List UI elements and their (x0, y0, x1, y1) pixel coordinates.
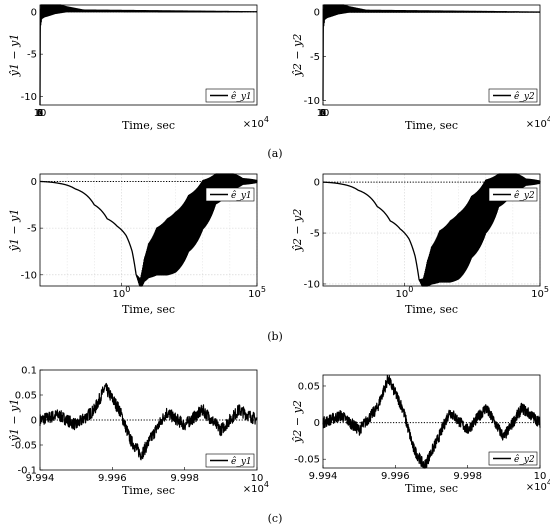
x-tick-label: 6 (320, 108, 326, 119)
x-tick-label: 105 (248, 285, 266, 300)
x-tick-label: 6 (37, 108, 43, 119)
y-tick-label: 0 (314, 418, 320, 429)
legend-box (488, 451, 538, 466)
y-axis-label: ŷ1 − y1 (8, 209, 21, 253)
x-tick-label: 9.998 (453, 471, 482, 482)
y-axis-label: ŷ1 − y1 (8, 34, 21, 78)
series-line (322, 374, 541, 469)
y-tick-label: -10 (304, 279, 320, 290)
y-tick-label: 0.05 (298, 381, 320, 392)
series-line (322, 4, 541, 101)
x-tick-label: 4 (37, 108, 43, 119)
x-tick-label: 9.994 (26, 473, 55, 484)
x-axis-label: Time, sec (405, 119, 458, 132)
legend-label: ê_y2 (514, 91, 535, 102)
y-axis-label: ŷ2 − y2 (291, 34, 304, 78)
legend-box (205, 453, 255, 468)
panel-c-left: 9.994 9.996 9.998 10 0.1 0.05 0 -0.05 -0.1 ×104 Ti… (8, 366, 269, 498)
x-tick-label: 4 (320, 108, 326, 119)
y-axis-label: ŷ1 − y1 (8, 399, 21, 443)
legend-label: ê_y1 (231, 456, 252, 467)
x-tick-label: 9.994 (309, 471, 338, 482)
x-axis-label: Time, sec (122, 119, 175, 132)
x-axis-label: Time, sec (122, 484, 175, 497)
panel-b-left: 100 105 0 -5 -10 Time, sec ŷ1 − y1 ê_y1 (8, 173, 266, 316)
x-tick-label: 2 (37, 108, 43, 119)
legend-label: ê_y1 (231, 91, 252, 102)
legend-box (488, 187, 538, 202)
x-axis-label: Time, sec (122, 303, 175, 316)
y-axis-label: ŷ2 − y2 (291, 400, 304, 444)
y-tick-label: 0 (314, 8, 320, 19)
panel-b-right: 100 105 0 -5 -10 Time, sec ŷ2 − y2 ê_y2 (291, 173, 549, 316)
x-tick-label: 9.996 (381, 471, 410, 482)
x-exponent-label: ×104 (526, 478, 550, 493)
x-tick-label: 0 (320, 108, 326, 119)
x-exponent-label: ×104 (243, 115, 269, 130)
x-tick-label: 8 (320, 108, 326, 119)
x-tick-label: 10 (534, 471, 547, 482)
x-tick-label: 8 (37, 108, 43, 119)
legend-label: ê_y1 (231, 190, 252, 201)
y-tick-label: -10 (21, 270, 37, 281)
y-tick-label: 0 (31, 416, 37, 427)
axes-box (322, 4, 541, 106)
axes-box (322, 374, 541, 469)
figure-caption-b: (b) (267, 330, 283, 343)
axes-box (39, 173, 258, 287)
y-tick-label: -10 (304, 96, 320, 107)
y-tick-label: -5 (310, 52, 320, 63)
axes-box (39, 4, 258, 106)
axes-box (322, 173, 541, 287)
x-exponent-label: ×104 (243, 480, 269, 495)
legend-box (205, 88, 255, 103)
legend-box (488, 88, 538, 103)
y-tick-label: 0 (31, 7, 37, 18)
x-tick-label: 0 (37, 108, 43, 119)
y-tick-label: 0.05 (15, 391, 37, 402)
x-tick-label: 10 (251, 473, 264, 484)
x-tick-label: 9.998 (170, 473, 199, 484)
y-tick-label: -5 (310, 229, 320, 240)
legend-box (205, 187, 255, 202)
y-tick-label: -10 (21, 92, 37, 103)
x-tick-label: 9.996 (98, 473, 127, 484)
series-line (39, 382, 258, 461)
figure-caption-c: (c) (268, 512, 283, 525)
x-exponent-label: ×104 (526, 115, 550, 130)
x-axis-label: Time, sec (405, 482, 458, 495)
y-tick-label: -0.1 (17, 466, 37, 477)
y-tick-label: 0 (31, 177, 37, 188)
y-tick-label: 0 (314, 178, 320, 189)
y-axis-label: ŷ2 − y2 (291, 209, 304, 253)
x-tick-label: 100 (395, 285, 413, 300)
y-tick-label: -5 (27, 224, 37, 235)
figure-caption-a: (a) (267, 147, 282, 160)
x-axis-label: Time, sec (405, 303, 458, 316)
x-tick-label: 2 (320, 108, 326, 119)
x-tick-label: 100 (112, 285, 130, 300)
legend-label: ê_y2 (514, 190, 535, 201)
x-tick-label: 10 (317, 108, 330, 119)
series-line (39, 4, 258, 106)
legend-label: ê_y2 (514, 454, 535, 465)
y-tick-label: -0.05 (11, 441, 37, 452)
y-tick-label: 0.1 (21, 366, 37, 377)
y-tick-label: -0.05 (294, 455, 320, 466)
y-tick-label: -5 (27, 50, 37, 61)
x-tick-label: 105 (531, 285, 549, 300)
x-tick-label: 10 (34, 108, 47, 119)
panel-c-right: 9.994 9.996 9.998 10 0.05 0 -0.05 ×104 Time, sec… (291, 374, 550, 495)
